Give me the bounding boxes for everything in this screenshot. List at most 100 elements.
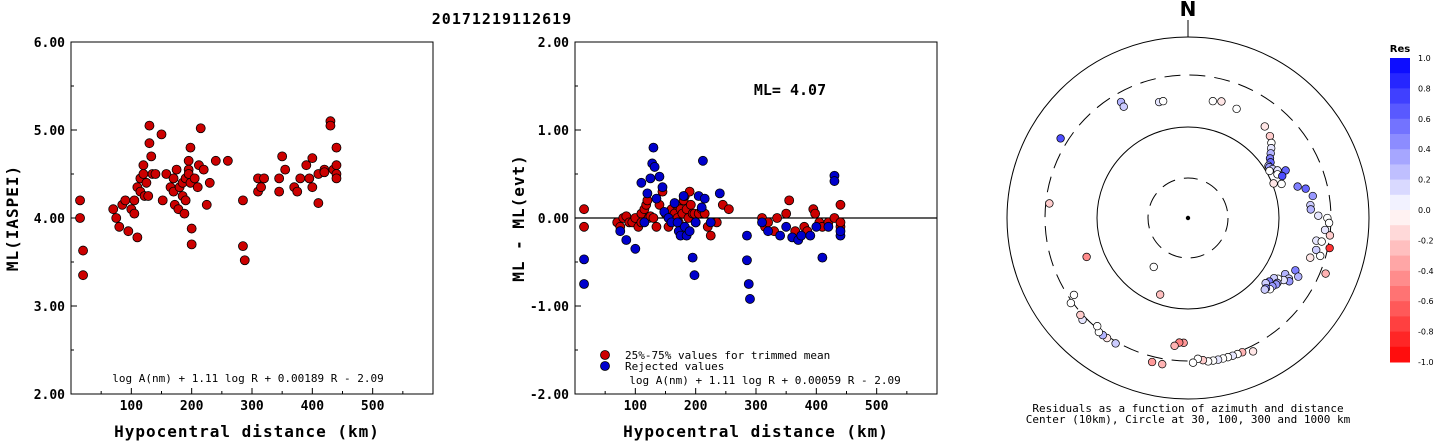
station-point: [1056, 134, 1065, 143]
x-tick-label: 100: [624, 399, 648, 414]
station-point: [1069, 290, 1079, 300]
station-point: [1293, 182, 1302, 191]
ml-value-text: ML= 4.07: [754, 81, 826, 99]
x-tick-label: 200: [180, 399, 204, 414]
colorbar-swatch: [1390, 270, 1410, 287]
data-point: [781, 221, 792, 232]
data-point: [210, 155, 221, 166]
station-point: [1314, 211, 1323, 220]
station-point: [1278, 171, 1287, 181]
colorbar-swatch: [1390, 73, 1410, 89]
data-point: [295, 173, 306, 184]
colorbar-tick-label: 0.2: [1418, 176, 1431, 185]
data-point: [835, 217, 846, 228]
data-point: [143, 191, 154, 201]
data-point: [742, 255, 752, 266]
colorbar-swatch: [1390, 58, 1410, 74]
station-point: [1159, 97, 1168, 106]
y-tick-label: 3.00: [34, 300, 65, 315]
y-axis-label: ML - ML(evt): [509, 154, 528, 282]
data-point: [157, 195, 168, 206]
data-point: [301, 160, 312, 171]
colorbar-swatch: [1390, 134, 1410, 150]
station-point: [1317, 237, 1326, 246]
colorbar-tick-label: -0.4: [1418, 267, 1434, 276]
data-points: [75, 116, 342, 281]
data-point: [319, 167, 330, 178]
station-point: [1320, 225, 1330, 235]
data-point: [120, 195, 131, 206]
data-point: [705, 230, 716, 241]
station-point: [1149, 262, 1158, 272]
data-point: [630, 243, 641, 254]
data-point: [685, 199, 696, 210]
colorbar-tick-label: 0.6: [1418, 115, 1431, 124]
station-point: [1082, 252, 1091, 262]
colorbar-tick-label: -0.2: [1418, 236, 1434, 245]
data-point: [198, 164, 209, 175]
caption-line-1: Residuals as a function of azimuth and d…: [1032, 402, 1343, 415]
x-axis-label: Hypocentral distance (km): [623, 422, 889, 441]
legend-marker-rejected: [600, 361, 610, 371]
station-point: [1325, 231, 1335, 240]
y-tick-label: 6.00: [34, 36, 65, 51]
north-label: N: [1180, 0, 1197, 21]
data-point: [111, 213, 122, 223]
y-tick-label: 1.00: [538, 124, 569, 139]
station-point: [1188, 358, 1198, 367]
data-point: [75, 195, 85, 206]
station-point: [1170, 341, 1179, 350]
x-tick-label: 100: [120, 399, 144, 414]
data-point: [579, 204, 589, 215]
colorbar-swatch: [1390, 164, 1410, 181]
data-point: [238, 195, 248, 206]
ring-100km: [1096, 126, 1280, 310]
legend-marker-trimmed: [600, 350, 610, 360]
colorbar-swatch: [1390, 240, 1410, 257]
data-point: [579, 254, 589, 265]
colorbar-tick-label: 0.0: [1418, 206, 1431, 215]
caption-line-2: Center (10km), Circle at 30, 100, 300 an…: [1026, 413, 1351, 426]
panel-polar: N Residuals as a function of azimuth and…: [1006, 0, 1370, 426]
data-point: [180, 195, 191, 206]
colorbar-swatch: [1390, 118, 1410, 135]
y-axis-label: ML(IASPEI): [3, 165, 22, 271]
data-point: [201, 199, 212, 210]
colorbar-tick-label: 0.4: [1418, 145, 1431, 154]
formula-text: log A(nm) + 1.11 log R + 0.00059 R - 2.0…: [629, 374, 901, 387]
colorbar-swatch: [1390, 210, 1410, 226]
y-tick-label: 2.00: [538, 36, 569, 51]
data-point: [649, 162, 660, 172]
data-point: [639, 217, 650, 228]
station-point: [1093, 322, 1102, 331]
station-point: [1316, 251, 1325, 261]
station-point: [1119, 102, 1128, 111]
station-point: [1294, 272, 1303, 281]
station-point: [1147, 357, 1157, 367]
data-point: [186, 239, 197, 250]
data-point: [784, 195, 795, 206]
data-point: [745, 294, 755, 304]
x-tick-label: 500: [865, 399, 889, 414]
colorbar-swatch: [1390, 331, 1410, 348]
data-point: [204, 177, 215, 188]
data-point: [156, 129, 167, 140]
data-point: [168, 173, 179, 184]
station-point: [1301, 184, 1310, 193]
data-point: [723, 204, 734, 215]
data-point: [699, 193, 710, 204]
station-point: [1260, 122, 1269, 131]
data-point: [307, 182, 318, 193]
data-point: [579, 221, 589, 232]
y-tick-label: -1.00: [530, 300, 569, 315]
data-point: [189, 173, 200, 184]
data-point: [280, 164, 291, 175]
x-tick-label: 200: [684, 399, 708, 414]
data-point: [161, 169, 172, 179]
panel-residuals: 100 200 300 400 500 -2.00 -1.00 0.00 1.00 2.00 ML…: [509, 36, 938, 441]
data-point: [648, 213, 659, 223]
data-point: [651, 193, 662, 204]
station-point: [1324, 218, 1334, 228]
colorbar-tick-label: 1.0: [1418, 54, 1431, 63]
